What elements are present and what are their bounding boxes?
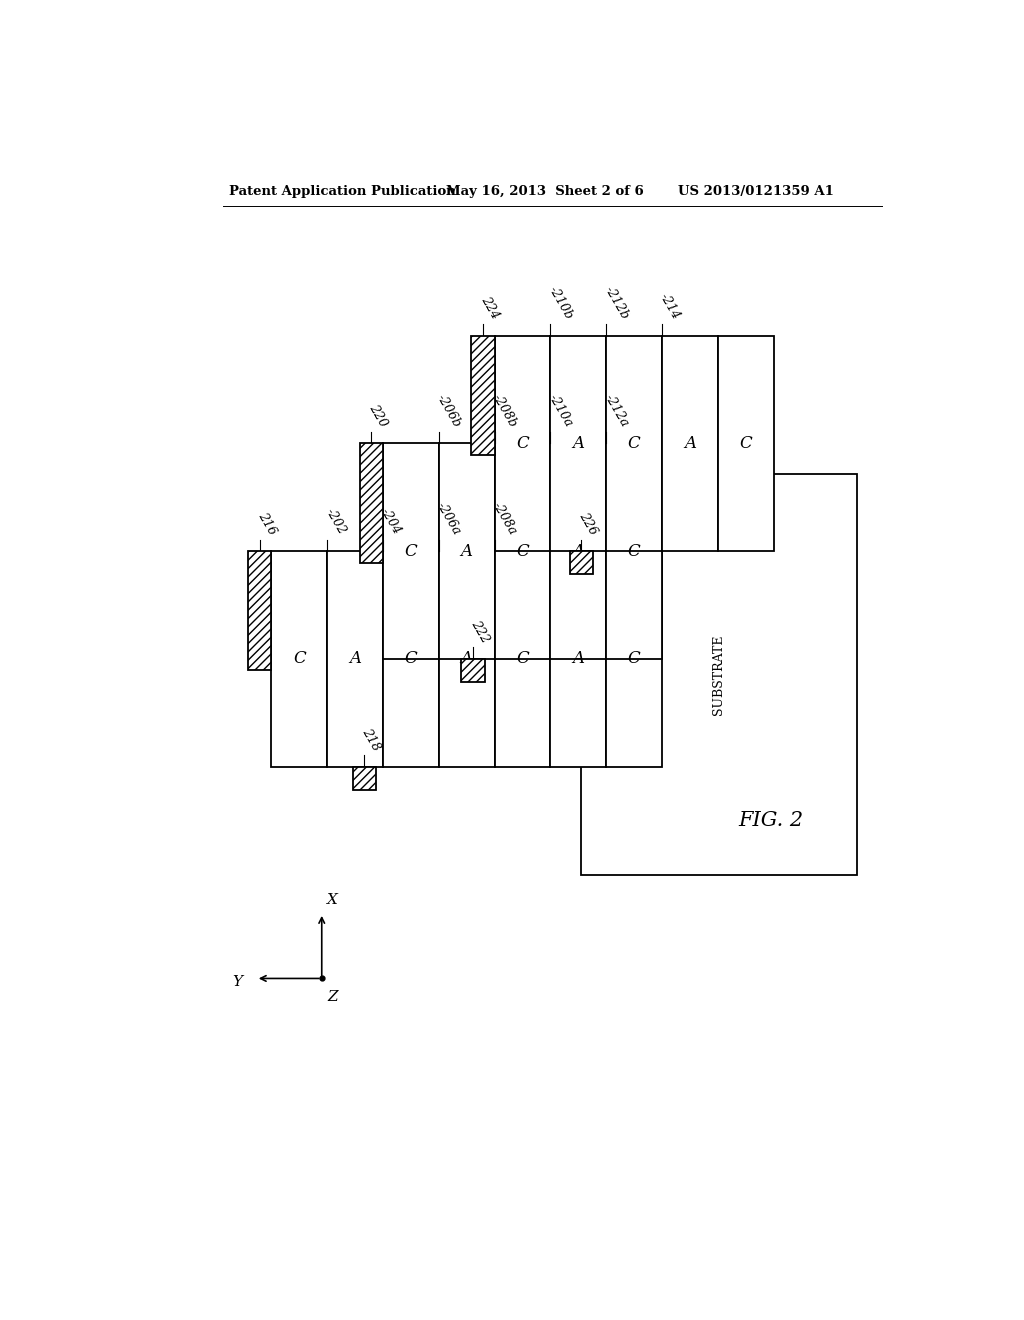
Bar [461,659,484,682]
Text: C: C [293,651,305,668]
Text: C: C [516,543,528,560]
Text: -210a: -210a [546,392,574,429]
Bar [248,552,271,671]
Text: 216: 216 [255,510,279,537]
Text: A: A [461,543,473,560]
Bar [359,444,383,562]
Text: C: C [404,651,417,668]
Text: C: C [628,543,640,560]
Text: C: C [516,651,528,668]
Text: -212a: -212a [601,392,631,429]
Bar [606,552,662,767]
Bar [569,552,593,574]
Bar [606,335,662,552]
Bar [271,552,328,767]
Text: Y: Y [231,975,242,989]
Text: -208b: -208b [489,392,519,429]
Text: A: A [572,434,585,451]
Bar [582,474,856,875]
Bar [550,444,606,659]
Bar [471,335,495,455]
Bar [550,335,606,552]
Text: 222: 222 [468,618,492,645]
Text: 220: 220 [367,403,390,429]
Text: A: A [461,651,473,668]
Text: Z: Z [328,990,338,1005]
Bar [383,444,438,659]
Text: 218: 218 [359,726,383,752]
Bar [352,767,376,789]
Text: X: X [328,892,338,907]
Bar [550,552,606,767]
Text: C: C [516,434,528,451]
Text: -208a: -208a [489,500,519,537]
Bar [438,444,495,659]
Text: A: A [572,651,585,668]
Text: -206a: -206a [434,500,463,537]
Bar [718,335,773,552]
Bar [662,335,718,552]
Text: Patent Application Publication: Patent Application Publication [228,185,456,198]
Text: -210b: -210b [546,284,575,322]
Text: SUBSTRATE: SUBSTRATE [713,634,725,714]
Text: 224: 224 [478,294,502,322]
Text: 226: 226 [577,510,600,537]
Bar [495,444,550,659]
Text: US 2013/0121359 A1: US 2013/0121359 A1 [678,185,835,198]
Text: C: C [628,651,640,668]
Text: -206b: -206b [434,392,464,429]
Bar [495,335,550,552]
Text: A: A [684,434,696,451]
Bar [328,552,383,767]
Bar [438,552,495,767]
Text: FIG. 2: FIG. 2 [738,810,804,830]
Bar [606,444,662,659]
Text: -202: -202 [323,507,348,537]
Text: -212b: -212b [601,284,631,322]
Text: C: C [628,434,640,451]
Text: -214: -214 [657,290,683,322]
Bar [383,552,438,767]
Text: A: A [349,651,361,668]
Text: May 16, 2013  Sheet 2 of 6: May 16, 2013 Sheet 2 of 6 [445,185,643,198]
Text: C: C [404,543,417,560]
Bar [495,552,550,767]
Text: -204: -204 [378,507,403,537]
Text: C: C [739,434,752,451]
Text: A: A [572,543,585,560]
